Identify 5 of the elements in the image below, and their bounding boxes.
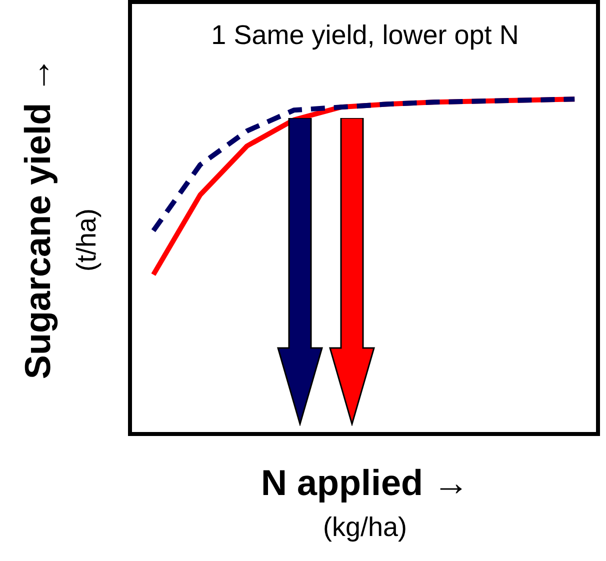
text: 1 Same yield, lower opt N — [210, 20, 520, 51]
text: (t/ha) — [72, 208, 102, 272]
x-axis-title: N applied → — [260, 462, 470, 504]
text: (kg/ha) — [322, 512, 408, 543]
y-axis-title: Sugarcane yield → — [17, 56, 59, 380]
